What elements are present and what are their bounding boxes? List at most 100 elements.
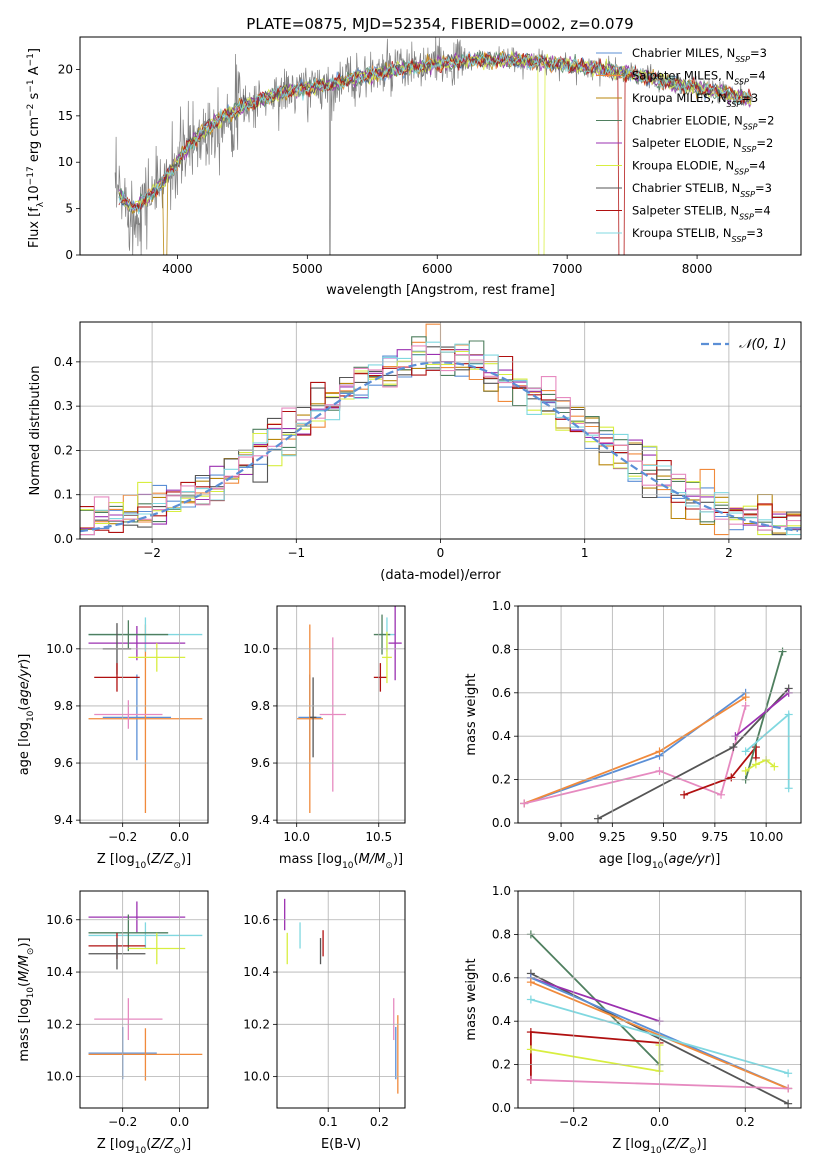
age-weight-ytick-label: 0.0 bbox=[492, 816, 511, 830]
weight-line-kroupa-elodie bbox=[530, 1045, 661, 1073]
legend-entry: Chabrier ELODIE, NSSP=2 bbox=[632, 114, 774, 132]
mass-age-xtick-label: 10.5 bbox=[365, 830, 392, 844]
legend-entry: Chabrier MILES, NSSP=3 bbox=[632, 46, 767, 64]
age-weight-ytick-label: 1.0 bbox=[492, 599, 511, 613]
residuals-ytick-label: 0.4 bbox=[54, 355, 73, 369]
gaussian-curve bbox=[80, 361, 799, 533]
ebv-mass-xtick-label: 0.2 bbox=[370, 1115, 389, 1129]
residuals-xtick-label: 0 bbox=[437, 546, 445, 560]
weight-line-salpeter-stelib bbox=[530, 1031, 660, 1080]
z-weight-ytick-label: 0.2 bbox=[492, 1058, 511, 1072]
ebv-mass-ytick-label: 10.6 bbox=[243, 913, 270, 927]
z-mass-xtick-label: −0.2 bbox=[108, 1115, 137, 1129]
legend-entry: Kroupa STELIB, NSSP=3 bbox=[632, 226, 763, 244]
spectrum-panel: 4000 5000 6000 7000 8000 0 5 10 15 20 wavelength [… bbox=[26, 36, 802, 298]
age-weight-xtick-label: 9.00 bbox=[548, 830, 575, 844]
weight-line-chabrier-miles bbox=[523, 692, 747, 805]
spectrum-plot-area bbox=[114, 37, 754, 255]
weight-line-salpeter-elodie bbox=[530, 976, 660, 1023]
residuals-xlabel: (data-model)/error bbox=[380, 568, 501, 583]
age-weight-frame bbox=[517, 605, 802, 824]
z-age-xtick-label: −0.2 bbox=[108, 830, 137, 844]
age-weight-panel: 9.00 9.25 9.50 9.75 10.00 0.0 0.2 0.4 0.6 0.8 1.0 a… bbox=[464, 599, 802, 871]
model-line-kroupa-stelib bbox=[118, 53, 752, 215]
spectrum-ytick-label: 5 bbox=[65, 202, 73, 216]
spectrum-xtick-label: 7000 bbox=[552, 262, 583, 276]
mass-age-plot-area bbox=[296, 606, 402, 814]
z-age-ytick-label: 9.8 bbox=[54, 699, 73, 713]
residuals-ylabel: Normed distribution bbox=[28, 366, 43, 496]
spectrum-ytick-label: 0 bbox=[65, 248, 73, 262]
spectrum-ytick-label: 20 bbox=[58, 62, 73, 76]
legend-entry: Salpeter ELODIE, NSSP=2 bbox=[632, 136, 773, 154]
z-mass-ylabel: mass [log10(M/M⊙)] bbox=[17, 937, 36, 1061]
z-age-ytick-label: 9.4 bbox=[54, 813, 73, 827]
z-age-ytick-label: 10.0 bbox=[46, 642, 73, 656]
mass-age-ytick-label: 10.0 bbox=[243, 642, 270, 656]
weight-line-chabrier-elodie bbox=[744, 651, 784, 780]
weight-line-salpeter-elodie bbox=[734, 692, 790, 737]
z-mass-ytick-label: 10.6 bbox=[46, 913, 73, 927]
age-weight-xtick-label: 9.50 bbox=[650, 830, 677, 844]
z-age-ylabel: age [log10(age/yr)] bbox=[17, 654, 36, 776]
ebv-mass-ytick-label: 10.2 bbox=[243, 1017, 270, 1031]
spectrum-xtick-label: 5000 bbox=[292, 262, 323, 276]
age-weight-xtick-label: 9.25 bbox=[599, 830, 626, 844]
ebv-mass-xtick-label: 0.1 bbox=[319, 1115, 338, 1129]
mass-age-frame bbox=[276, 605, 406, 824]
weight-line-chabrier-stelib bbox=[597, 687, 790, 820]
z-age-ytick-label: 9.6 bbox=[54, 756, 73, 770]
legend-entry: Kroupa ELODIE, NSSP=4 bbox=[632, 159, 766, 177]
age-weight-xtick-label: 10.00 bbox=[749, 830, 783, 844]
ebv-mass-panel: 0.1 0.2 10.0 10.2 10.4 10.6 E(B-V) bbox=[243, 890, 406, 1152]
model-line-salpeter-stelib bbox=[118, 53, 752, 255]
z-mass-panel: −0.2 0.0 10.0 10.2 10.4 10.6 Z [log10(Z/Z⊙)] ma… bbox=[17, 890, 209, 1156]
z-mass-plot-area bbox=[88, 901, 203, 1081]
residuals-xtick-label: 1 bbox=[581, 546, 589, 560]
mass-age-ytick-label: 9.4 bbox=[251, 813, 270, 827]
z-mass-xtick-label: 0.0 bbox=[170, 1115, 189, 1129]
z-weight-ytick-label: 0.8 bbox=[492, 927, 511, 941]
z-age-panel: −0.2 0.0 9.4 9.6 9.8 10.0 Z [log10(Z/Z⊙)] age [… bbox=[17, 605, 209, 871]
age-weight-xlabel: age [log10(age/yr)] bbox=[599, 852, 721, 871]
weight-line-salpeter-miles bbox=[523, 696, 747, 805]
mass-age-ytick-label: 9.6 bbox=[251, 756, 270, 770]
z-weight-xlabel: Z [log10(Z/Z⊙)] bbox=[612, 1137, 706, 1156]
spectrum-ylabel: Flux [fλ10−17 erg cm−2 s−1 A−1] bbox=[26, 48, 46, 248]
weight-line-kroupa-elodie bbox=[745, 759, 775, 772]
spectrum-ytick-label: 15 bbox=[58, 109, 73, 123]
age-weight-ytick-label: 0.2 bbox=[492, 773, 511, 787]
spectrum-frame bbox=[79, 36, 802, 256]
spectrum-xtick-label: 8000 bbox=[682, 262, 713, 276]
residuals-ytick-label: 0.3 bbox=[54, 399, 73, 413]
residuals-ytick-label: 0.1 bbox=[54, 488, 73, 502]
legend-gaussian-label: 𝒩(0, 1) bbox=[739, 337, 786, 352]
weight-line-salpeter-stelib bbox=[683, 744, 757, 796]
ebv-mass-ytick-label: 10.0 bbox=[243, 1070, 270, 1084]
residuals-ytick-label: 0.2 bbox=[54, 443, 73, 457]
spectrum-ytick-label: 10 bbox=[58, 155, 73, 169]
residuals-ytick-label: 0.0 bbox=[54, 532, 73, 546]
age-weight-plot-area bbox=[520, 647, 793, 823]
z-age-xtick-label: 0.0 bbox=[170, 830, 189, 844]
ebv-mass-frame bbox=[276, 890, 406, 1109]
age-weight-ytick-label: 0.6 bbox=[492, 686, 511, 700]
mass-age-ytick-label: 9.8 bbox=[251, 699, 270, 713]
figure-title: PLATE=0875, MJD=52354, FIBERID=0002, z=0… bbox=[246, 15, 633, 33]
z-weight-xtick-label: −0.2 bbox=[559, 1115, 588, 1129]
z-weight-ylabel: mass weight bbox=[464, 958, 479, 1040]
z-mass-ytick-label: 10.0 bbox=[46, 1070, 73, 1084]
z-weight-xtick-label: 0.0 bbox=[650, 1115, 669, 1129]
age-weight-ytick-label: 0.8 bbox=[492, 642, 511, 656]
z-mass-xlabel: Z [log10(Z/Z⊙)] bbox=[97, 1137, 191, 1156]
legend-entry: Chabrier STELIB, NSSP=3 bbox=[632, 181, 772, 199]
spectrum-xlabel: wavelength [Angstrom, rest frame] bbox=[326, 283, 555, 298]
residuals-xtick-label: −2 bbox=[143, 546, 161, 560]
age-weight-ylabel: mass weight bbox=[464, 673, 479, 755]
z-mass-frame bbox=[79, 890, 209, 1109]
z-weight-ytick-label: 0.6 bbox=[492, 971, 511, 985]
mass-age-panel: 10.0 10.5 9.4 9.6 9.8 10.0 mass [log10(M/M⊙)] bbox=[243, 605, 406, 871]
